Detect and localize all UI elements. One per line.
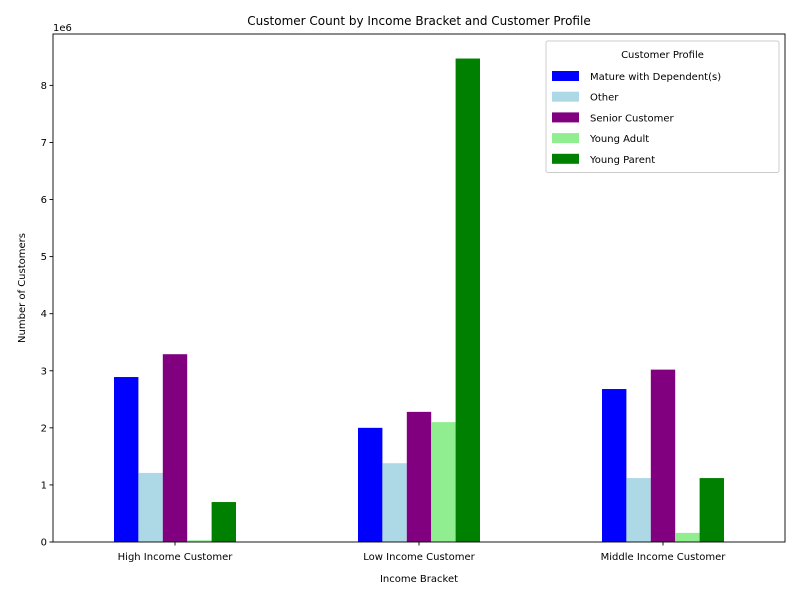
bar xyxy=(382,463,407,542)
legend-swatch xyxy=(552,71,579,81)
y-tick-label: 1 xyxy=(41,480,47,491)
legend-label: Mature with Dependent(s) xyxy=(590,72,721,83)
y-tick-label: 0 xyxy=(41,538,47,549)
bar xyxy=(406,411,432,542)
x-tick-label: Low Income Customer xyxy=(363,552,475,563)
legend-swatch xyxy=(552,91,579,102)
bar xyxy=(650,369,676,542)
series-senior-customer xyxy=(162,354,676,542)
legend-title: Customer Profile xyxy=(621,50,704,61)
legend-box xyxy=(545,40,780,173)
y-axis-offset-text: 1e6 xyxy=(53,23,72,34)
series-other xyxy=(138,463,651,542)
bar xyxy=(455,58,480,542)
y-tick-label: 2 xyxy=(41,423,47,434)
x-axis-label: Income Bracket xyxy=(380,574,458,585)
legend: Customer Profile Mature with Dependent(s)… xyxy=(545,40,780,173)
y-tick-label: 8 xyxy=(41,81,47,92)
legend-swatch xyxy=(552,112,579,123)
series-young-parent xyxy=(211,58,724,542)
y-tick-label: 4 xyxy=(41,309,47,320)
y-tick-label: 7 xyxy=(41,138,47,149)
legend-label: Senior Customer xyxy=(590,113,674,124)
bar xyxy=(626,478,651,542)
x-tick-label: Middle Income Customer xyxy=(601,552,727,563)
bar xyxy=(138,472,163,542)
legend-label: Young Parent xyxy=(589,155,655,166)
x-tick-label: High Income Customer xyxy=(118,552,234,563)
series-young-adult xyxy=(187,422,700,542)
y-tick-label: 5 xyxy=(41,252,47,263)
legend-swatch xyxy=(552,153,579,164)
legend-label: Young Adult xyxy=(589,134,649,145)
bar xyxy=(211,502,236,542)
plot-area: 0 1 2 3 4 5 6 7 8 High Income Customer Low Income … xyxy=(41,33,786,563)
bar xyxy=(162,354,188,542)
y-tick-label: 6 xyxy=(41,195,47,206)
bar xyxy=(602,389,627,542)
series-mature-with-dependent-s xyxy=(114,377,627,542)
legend-label: Other xyxy=(590,93,619,104)
chart-title: Customer Count by Income Bracket and Cus… xyxy=(247,14,590,28)
y-tick-label: 3 xyxy=(41,366,47,377)
y-axis-label: Number of Customers xyxy=(17,233,28,343)
bar xyxy=(675,532,700,542)
bar xyxy=(358,427,383,542)
bar xyxy=(699,478,724,542)
bar xyxy=(431,422,456,542)
bar xyxy=(187,540,212,542)
legend-swatch xyxy=(552,133,579,144)
bar xyxy=(114,377,139,542)
